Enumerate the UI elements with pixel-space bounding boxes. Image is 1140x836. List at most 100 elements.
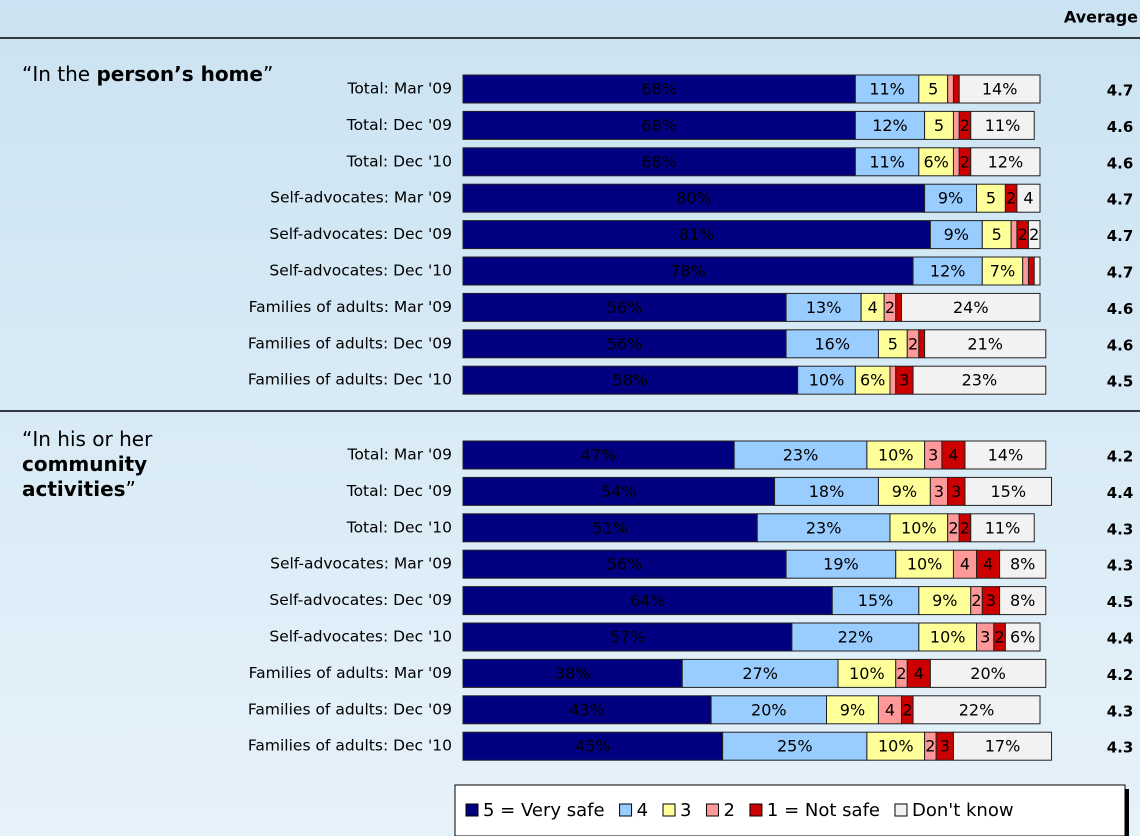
- data-label: 5: [928, 80, 938, 99]
- data-label: 2: [902, 700, 912, 719]
- panel-title: activities”: [22, 477, 136, 501]
- data-label: 2: [971, 591, 981, 610]
- data-label: 9%: [938, 189, 963, 208]
- data-label: 3: [928, 446, 938, 465]
- legend: [454, 784, 1126, 836]
- data-label: 12%: [930, 262, 966, 281]
- legend-swatch: [619, 803, 633, 817]
- data-label: 4: [868, 298, 878, 317]
- data-label: 11%: [985, 518, 1021, 537]
- bar-segment: [1010, 220, 1018, 250]
- data-label: 8%: [1010, 591, 1035, 610]
- data-label: 3: [980, 628, 990, 647]
- data-label: 9%: [840, 700, 865, 719]
- title-part: ”: [126, 477, 136, 501]
- data-label: 2: [960, 518, 970, 537]
- bar-segment: [889, 365, 897, 395]
- average-value: 4.7: [1107, 191, 1134, 209]
- data-label: 6%: [923, 152, 948, 171]
- data-label: 10%: [901, 518, 937, 537]
- data-label: 2: [925, 737, 935, 756]
- data-label: 47%: [581, 446, 617, 465]
- bar-segment: [964, 440, 1047, 470]
- data-label: 4: [960, 555, 970, 574]
- bar-segment: [952, 110, 960, 140]
- bar-segment: [462, 440, 735, 470]
- data-label: 11%: [869, 80, 905, 99]
- data-label: 13%: [806, 298, 842, 317]
- bar-segment: [785, 549, 897, 579]
- data-label: 15%: [990, 482, 1026, 501]
- data-label: 78%: [670, 262, 706, 281]
- category-label: Families of adults: Dec '10: [248, 737, 452, 755]
- data-label: 6%: [1010, 628, 1035, 647]
- bar-segment: [854, 147, 920, 177]
- category-label: Self-advocates: Mar '09: [270, 189, 452, 207]
- data-label: 58%: [613, 371, 649, 390]
- data-label: 5: [888, 334, 898, 353]
- data-label: 68%: [641, 116, 677, 135]
- data-label: 2: [948, 518, 958, 537]
- data-label: 20%: [970, 664, 1006, 683]
- bar-segment: [462, 549, 787, 579]
- data-label: 23%: [783, 446, 819, 465]
- data-label: 4: [885, 700, 895, 719]
- bar-segment: [912, 695, 1041, 725]
- data-label: 2: [995, 628, 1005, 647]
- bar-segment: [981, 256, 1024, 286]
- bar-segment: [1033, 256, 1041, 286]
- category-label: Self-advocates: Dec '10: [269, 628, 452, 646]
- legend-label: 5 = Very safe: [483, 800, 605, 821]
- bar-segment: [462, 731, 724, 761]
- category-label: Total: Dec '10: [346, 518, 452, 536]
- bar-segment: [462, 658, 683, 688]
- legend-label: Don't know: [912, 800, 1014, 821]
- bar-segment: [924, 110, 954, 140]
- title-part: person’s home: [96, 62, 262, 86]
- legend-swatch: [662, 803, 676, 817]
- bar-segment: [929, 220, 983, 250]
- category-label: Self-advocates: Dec '09: [269, 225, 452, 243]
- data-label: 56%: [607, 555, 643, 574]
- title-part: ”: [263, 62, 273, 86]
- bar-segment: [1022, 256, 1029, 286]
- data-label: 10%: [809, 371, 845, 390]
- average-value: 4.2: [1107, 448, 1134, 466]
- data-label: 22%: [959, 700, 995, 719]
- data-label: 4: [1023, 189, 1033, 208]
- data-label: 3: [940, 737, 950, 756]
- bar-segment: [1027, 256, 1035, 286]
- legend-label: 3: [680, 800, 691, 821]
- data-label: 2: [1029, 225, 1039, 244]
- bar-segment: [462, 220, 931, 250]
- data-label: 20%: [751, 700, 787, 719]
- bar-segment: [970, 513, 1035, 543]
- data-label: 16%: [814, 334, 850, 353]
- bar-segment: [970, 147, 1041, 177]
- bar-segment: [958, 74, 1041, 104]
- bar-segment: [462, 513, 758, 543]
- data-label: 2: [908, 334, 918, 353]
- bar-segment: [837, 658, 897, 688]
- bar-segment: [924, 329, 1047, 359]
- bar-segment: [970, 110, 1035, 140]
- average-value: 4.3: [1107, 702, 1134, 720]
- data-label: 38%: [555, 664, 591, 683]
- bar-segment: [462, 183, 926, 213]
- bar-segment: [952, 147, 960, 177]
- bar-segment: [912, 256, 983, 286]
- data-label: 10%: [907, 555, 943, 574]
- data-label: 2: [960, 152, 970, 171]
- data-label: 23%: [962, 371, 998, 390]
- data-label: 14%: [988, 446, 1024, 465]
- data-label: 2: [1018, 225, 1028, 244]
- data-label: 56%: [607, 298, 643, 317]
- data-label: 2: [896, 664, 906, 683]
- data-label: 81%: [679, 225, 715, 244]
- title-part: activities: [22, 477, 126, 501]
- data-label: 5: [934, 116, 944, 135]
- data-label: 18%: [809, 482, 845, 501]
- category-label: Self-advocates: Dec '09: [269, 591, 452, 609]
- bar-segment: [462, 110, 856, 140]
